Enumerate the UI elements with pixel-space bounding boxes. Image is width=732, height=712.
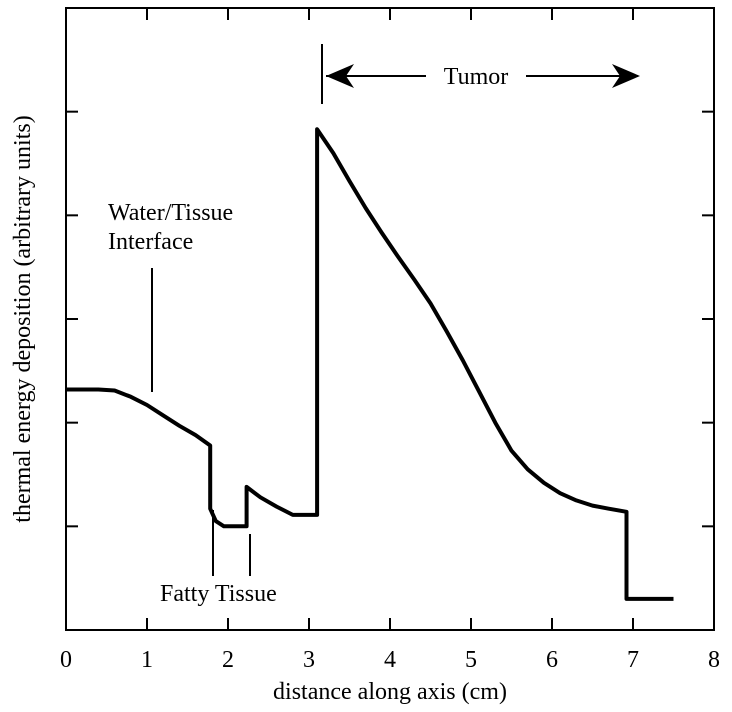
x-axis-tick-labels: 0 1 2 3 4 5 6 7 8 — [60, 647, 720, 673]
y-axis-title: thermal energy deposition (arbitrary uni… — [10, 115, 36, 522]
x-tick-label-7: 7 — [627, 647, 639, 673]
x-tick-label-6: 6 — [546, 647, 558, 673]
tumor-arrowhead-right — [612, 64, 640, 88]
data-series-line — [66, 127, 674, 601]
plot-frame — [65, 7, 715, 631]
x-tick-label-4: 4 — [384, 647, 396, 673]
x-tick-label-0: 0 — [60, 647, 72, 673]
x-tick-label-1: 1 — [141, 647, 153, 673]
annotation-water-tissue-line1: Water/Tissue — [108, 200, 233, 226]
x-axis-title: distance along axis (cm) — [273, 679, 507, 705]
x-axis-ticks — [146, 8, 634, 630]
x-tick-label-5: 5 — [465, 647, 477, 673]
x-tick-label-8: 8 — [708, 647, 720, 673]
annotation-fatty-tissue: Fatty Tissue — [160, 581, 277, 607]
x-tick-label-2: 2 — [222, 647, 234, 673]
tumor-arrowhead-left — [326, 64, 354, 88]
annotation-tumor: Tumor — [444, 64, 508, 90]
annotation-water-tissue-line2: Interface — [108, 229, 193, 255]
y-axis-ticks — [66, 110, 714, 528]
x-tick-label-3: 3 — [303, 647, 315, 673]
